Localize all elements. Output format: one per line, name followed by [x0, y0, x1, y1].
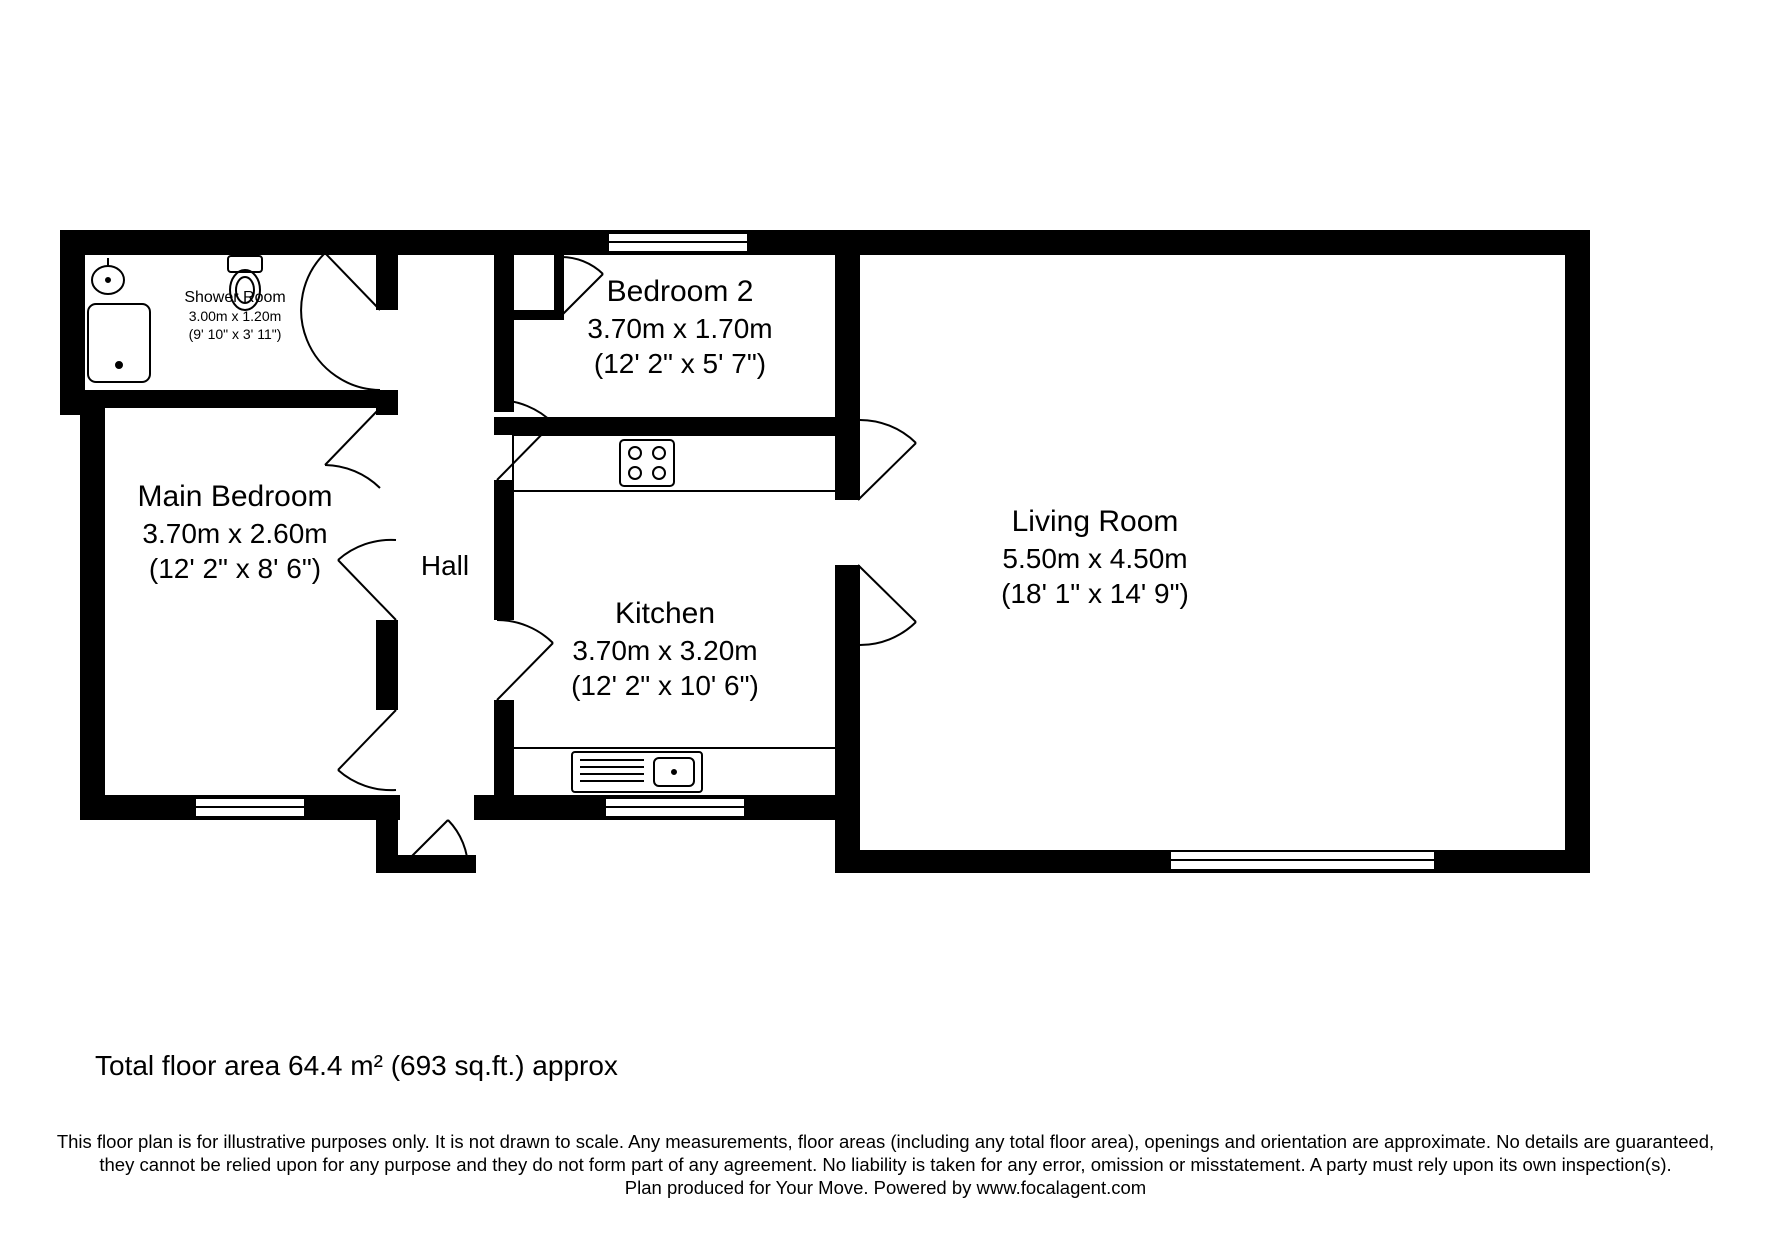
label-hall: Hall [405, 548, 485, 583]
total-area-text: Total floor area 64.4 m² (693 sq.ft.) ap… [95, 1050, 618, 1082]
living-dim-m: 5.50m x 4.50m [945, 541, 1245, 576]
door-main-bedroom [325, 408, 380, 488]
bedroom2-dim-m: 3.70m x 1.70m [555, 311, 805, 346]
hall-name: Hall [405, 548, 485, 583]
disclaimer-text: This floor plan is for illustrative purp… [0, 1130, 1771, 1199]
shower-dim-m: 3.00m x 1.20m [150, 308, 320, 326]
door-living-upper [858, 420, 916, 500]
window-living-bottom [1170, 851, 1435, 870]
label-kitchen: Kitchen 3.70m x 3.20m (12' 2" x 10' 6") [540, 595, 790, 703]
label-bedroom2: Bedroom 2 3.70m x 1.70m (12' 2" x 5' 7") [555, 273, 805, 381]
window-bed2-top [608, 233, 748, 252]
disclaimer-line2: they cannot be relied upon for any purpo… [30, 1153, 1741, 1176]
kitchen-dim-m: 3.70m x 3.20m [540, 633, 790, 668]
label-shower-room: Shower Room 3.00m x 1.20m (9' 10" x 3' 1… [150, 288, 320, 343]
shower-tray-icon [88, 304, 150, 382]
label-main-bedroom: Main Bedroom 3.70m x 2.60m (12' 2" x 8' … [105, 478, 365, 586]
disclaimer-line3: Plan produced for Your Move. Powered by … [30, 1176, 1741, 1199]
window-bedroom-bottom [195, 798, 305, 817]
living-name: Living Room [945, 503, 1245, 541]
main-bedroom-dim-ft: (12' 2" x 8' 6") [105, 551, 365, 586]
shower-dim-ft: (9' 10" x 3' 11") [150, 326, 320, 344]
door-bedroom-pair-lower [338, 710, 396, 790]
window-kitchen-bottom [605, 798, 745, 817]
main-bedroom-dim-m: 3.70m x 2.60m [105, 516, 365, 551]
kitchen-dim-ft: (12' 2" x 10' 6") [540, 668, 790, 703]
disclaimer-line1: This floor plan is for illustrative purp… [30, 1130, 1741, 1153]
door-living-lower [858, 565, 916, 645]
living-dim-ft: (18' 1" x 14' 9") [945, 576, 1245, 611]
label-living: Living Room 5.50m x 4.50m (18' 1" x 14' … [945, 503, 1245, 611]
shower-name: Shower Room [150, 288, 320, 308]
bedroom2-dim-ft: (12' 2" x 5' 7") [555, 346, 805, 381]
basin-icon [92, 258, 124, 294]
bedroom2-name: Bedroom 2 [555, 273, 805, 311]
main-bedroom-name: Main Bedroom [105, 478, 365, 516]
kitchen-name: Kitchen [540, 595, 790, 633]
